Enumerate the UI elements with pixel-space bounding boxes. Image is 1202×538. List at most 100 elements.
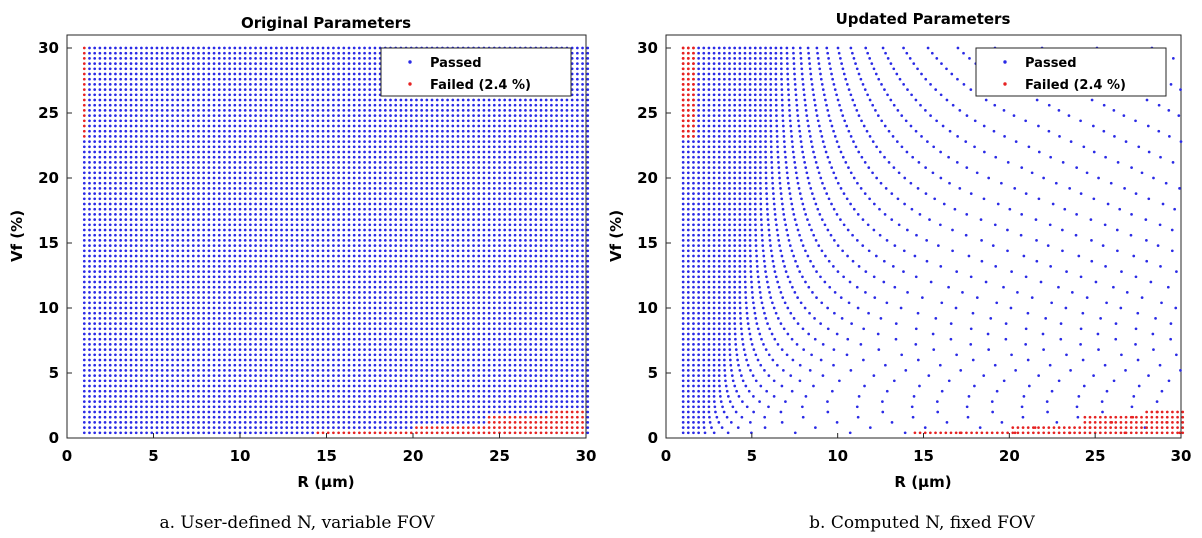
passed-point <box>228 343 231 346</box>
passed-point <box>145 275 148 279</box>
passed-point <box>191 426 195 429</box>
passed-point <box>409 207 413 211</box>
passed-point <box>358 379 361 383</box>
passed-point <box>114 176 117 180</box>
failed-point <box>82 109 86 112</box>
passed-point <box>347 176 351 180</box>
passed-point <box>358 405 361 409</box>
passed-point <box>217 421 221 424</box>
passed-point <box>119 77 122 81</box>
passed-point <box>321 265 325 268</box>
passed-point <box>119 280 122 284</box>
passed-point <box>409 270 413 273</box>
passed-point <box>238 343 242 346</box>
passed-point <box>295 124 299 128</box>
passed-point <box>140 249 143 253</box>
passed-point <box>254 233 257 237</box>
passed-point <box>383 259 387 263</box>
passed-point <box>233 124 237 128</box>
passed-point <box>280 265 283 268</box>
passed-point <box>165 109 169 112</box>
passed-point <box>363 77 366 81</box>
passed-point <box>425 228 429 232</box>
passed-point <box>228 207 231 211</box>
passed-point <box>306 171 309 175</box>
passed-point <box>404 374 408 377</box>
passed-point <box>259 171 263 175</box>
passed-point <box>383 395 387 398</box>
passed-point <box>238 244 242 247</box>
passed-point <box>114 405 117 409</box>
passed-point <box>238 353 242 357</box>
passed-point <box>358 46 361 50</box>
passed-point <box>223 358 226 362</box>
passed-point <box>145 176 148 180</box>
passed-point <box>389 259 392 263</box>
passed-point <box>129 322 133 325</box>
passed-point <box>316 280 320 284</box>
passed-point <box>399 129 403 133</box>
passed-point <box>311 275 315 279</box>
passed-point <box>306 46 309 50</box>
passed-point <box>321 353 325 357</box>
passed-point <box>404 223 408 227</box>
passed-point <box>280 317 283 320</box>
passed-point <box>352 254 356 258</box>
passed-point <box>352 57 356 60</box>
passed-point <box>181 181 185 185</box>
passed-point <box>202 421 206 424</box>
passed-point <box>409 223 413 227</box>
passed-point <box>223 166 226 169</box>
passed-point <box>197 197 200 201</box>
passed-point <box>425 280 429 284</box>
passed-point <box>124 119 128 123</box>
passed-point <box>150 306 154 310</box>
passed-point <box>383 202 387 206</box>
failed-point <box>383 431 387 435</box>
passed-point <box>145 244 148 247</box>
passed-point <box>363 265 366 268</box>
passed-point <box>420 145 423 149</box>
passed-point <box>420 192 423 195</box>
passed-point <box>316 213 320 216</box>
passed-point <box>300 327 304 331</box>
passed-point <box>217 228 221 232</box>
passed-point <box>332 109 335 112</box>
passed-point <box>342 311 346 315</box>
failed-point <box>82 67 86 71</box>
passed-point <box>119 114 122 117</box>
passed-point <box>290 223 294 227</box>
passed-point <box>93 327 97 331</box>
passed-point <box>332 83 335 86</box>
passed-point <box>347 337 351 341</box>
passed-point <box>202 327 206 331</box>
passed-point <box>332 57 335 60</box>
passed-point <box>415 285 418 289</box>
passed-point <box>295 176 299 180</box>
passed-point <box>363 259 366 263</box>
passed-point <box>254 270 257 273</box>
passed-point <box>264 254 268 258</box>
passed-point <box>114 275 117 279</box>
passed-point <box>311 410 315 414</box>
passed-point <box>326 415 330 419</box>
passed-point <box>124 301 128 305</box>
passed-point <box>176 57 180 60</box>
passed-point <box>228 114 231 117</box>
passed-point <box>280 202 283 206</box>
passed-point <box>186 291 190 294</box>
passed-point <box>420 337 423 341</box>
passed-point <box>316 150 320 154</box>
passed-point <box>165 218 169 221</box>
passed-point <box>93 369 97 372</box>
passed-point <box>98 119 102 123</box>
passed-point <box>306 275 309 279</box>
passed-point <box>404 306 408 310</box>
passed-point <box>378 358 382 362</box>
passed-point <box>202 400 206 403</box>
passed-point <box>311 62 315 65</box>
passed-point <box>88 223 91 227</box>
passed-point <box>316 259 320 263</box>
passed-point <box>383 374 387 377</box>
passed-point <box>332 275 335 279</box>
